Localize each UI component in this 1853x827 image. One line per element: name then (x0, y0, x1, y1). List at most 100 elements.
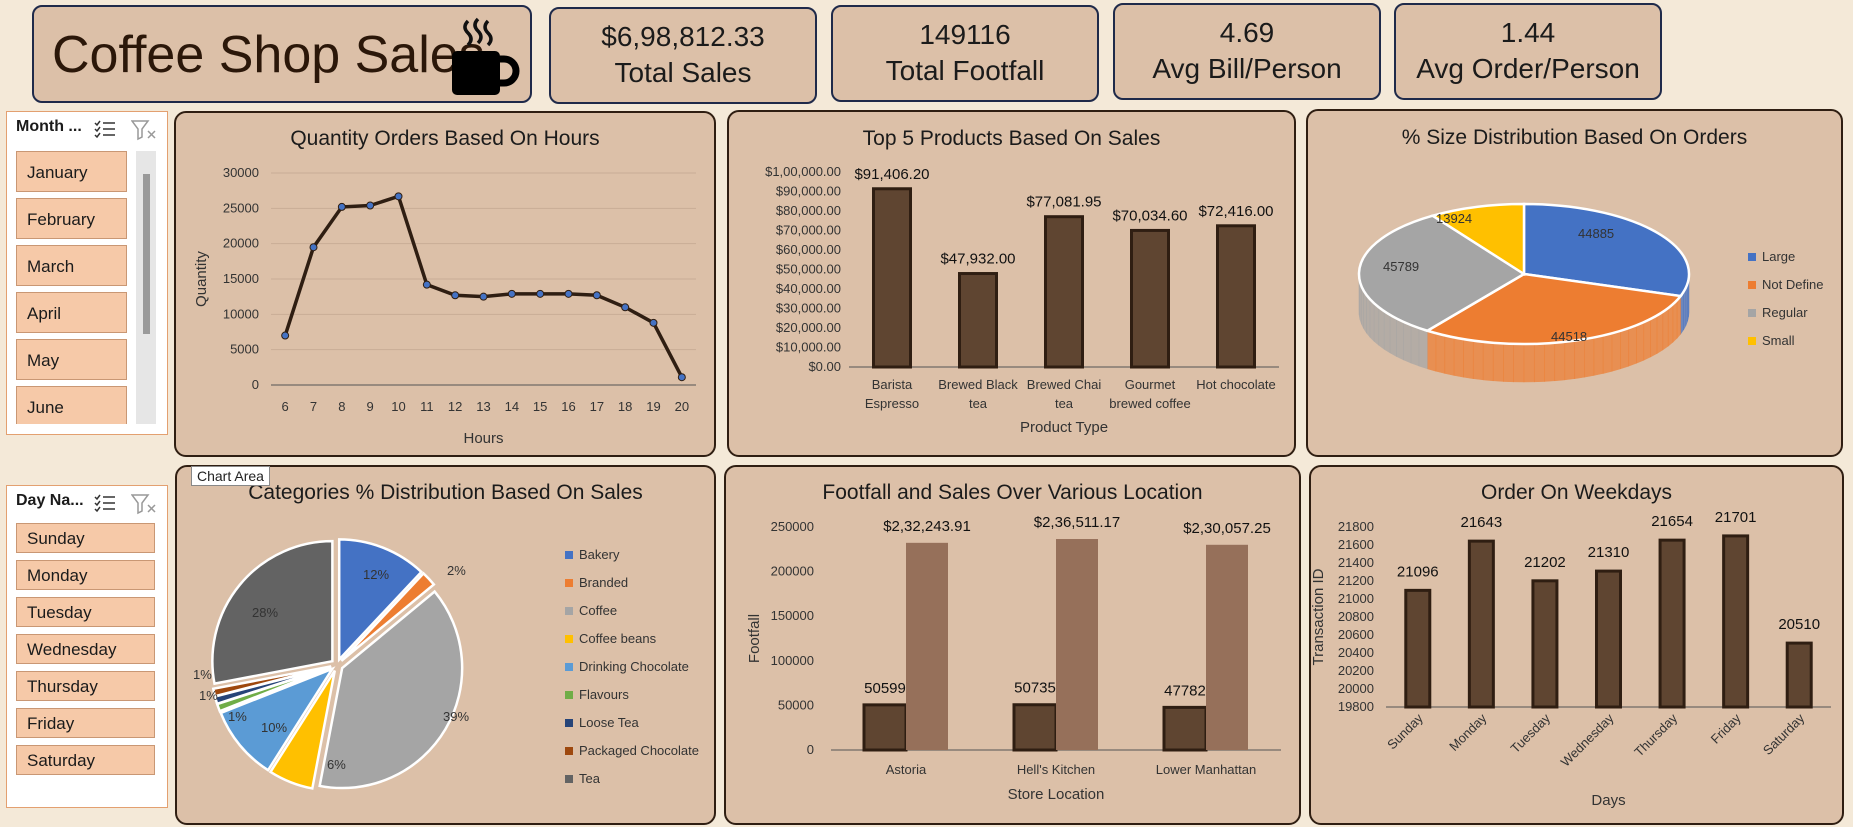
data-label: 21643 (1460, 514, 1502, 531)
legend-label: Bakery (579, 547, 620, 562)
slicer-item-tuesday[interactable]: Tuesday (16, 597, 155, 627)
bar-footfall (1014, 705, 1056, 750)
slicer-item-saturday[interactable]: Saturday (16, 745, 155, 775)
data-point (452, 292, 459, 299)
slice-side (1612, 331, 1621, 371)
x-tick-label: 9 (367, 399, 374, 414)
slice-side (1364, 290, 1367, 332)
slice-side (1629, 325, 1637, 366)
products-bar-chart[interactable]: $0.00 $10,000.00 $20,000.00 $30,000.00 $40,0… (729, 112, 1294, 455)
slicer-item-friday[interactable]: Friday (16, 708, 155, 738)
slice-side (1464, 339, 1474, 378)
data-point (367, 202, 374, 209)
slice-side (1636, 322, 1643, 363)
data-label: $47,932.00 (940, 251, 1015, 268)
slicer-item-thursday[interactable]: Thursday (16, 671, 155, 701)
location-bar-chart[interactable]: 0 50000 100000 150000 200000 250000 50599 $2,32… (726, 467, 1299, 823)
month-slicer-header: Month ... (16, 118, 82, 136)
data-label: 21202 (1524, 554, 1566, 571)
x-tick-label: 14 (505, 399, 519, 414)
chart-location-card[interactable]: Footfall and Sales Over Various Location… (724, 465, 1301, 825)
slice-side (1454, 337, 1463, 377)
data-point (565, 290, 572, 297)
data-label: $77,081.95 (1026, 194, 1101, 211)
bar (1132, 230, 1169, 367)
slice-side (1404, 322, 1411, 363)
bar-sales (1206, 545, 1248, 750)
data-point (395, 193, 402, 200)
slice-side (1545, 343, 1555, 382)
slicer-item-sunday[interactable]: Sunday (16, 523, 155, 553)
clear-filter-icon[interactable] (131, 493, 157, 515)
kpi-value: 149116 (833, 17, 1097, 53)
hours-line-chart[interactable]: 0 5000 10000 15000 20000 25000 30000 6 7 8 9 10 11 12… (176, 113, 714, 455)
legend-label: Coffee (579, 603, 617, 618)
bar-footfall (1164, 707, 1206, 750)
slicer-scrollbar-thumb[interactable] (143, 174, 150, 334)
slice-side (1514, 344, 1524, 382)
slice-side (1677, 296, 1681, 338)
legend-label: Small (1762, 333, 1795, 348)
categories-pie-chart[interactable]: 12% 2% 39% 6% 10% 1% 1% 1% 28% Bakery Branded Coffe… (177, 467, 714, 823)
y-tick-label: 15000 (223, 271, 259, 286)
bar (1406, 590, 1430, 707)
bar (1046, 217, 1083, 367)
y-tick-label: $1,00,000.00 (765, 164, 841, 179)
data-label: 21654 (1651, 513, 1693, 530)
data-point (650, 319, 657, 326)
bar (1660, 540, 1684, 707)
y-tick-label: 19800 (1338, 699, 1374, 714)
data-point (310, 244, 317, 251)
bar (1787, 643, 1811, 707)
data-point (423, 281, 430, 288)
y-tick-label: $60,000.00 (776, 242, 841, 257)
slicer-item-june[interactable]: June (16, 386, 127, 424)
y-tick-label: 150000 (771, 608, 814, 623)
multi-select-icon[interactable] (94, 119, 116, 139)
data-label: 44518 (1551, 329, 1587, 344)
x-tick-label: Wednesday (1558, 710, 1617, 769)
chart-hours-card[interactable]: Quantity Orders Based On Hours 0 5000 1000… (174, 111, 716, 457)
weekdays-bar-chart[interactable]: 19800 20000 20200 20400 20600 20800 21000 21200… (1311, 467, 1842, 823)
slicer-item-january[interactable]: January (16, 151, 127, 192)
kpi-label: Total Sales (551, 55, 815, 91)
slicer-item-april[interactable]: April (16, 292, 127, 333)
kpi-total-footfall: 149116 Total Footfall (831, 5, 1099, 102)
x-tick-label: 8 (338, 399, 345, 414)
x-tick-label: Saturday (1760, 710, 1808, 758)
slicer-item-monday[interactable]: Monday (16, 560, 155, 590)
month-slicer: Month ... January February March April M… (6, 111, 168, 435)
chart-weekdays-card[interactable]: Order On Weekdays 19800 20000 20200 20400 20… (1309, 465, 1844, 825)
x-tick-label: 7 (310, 399, 317, 414)
multi-select-icon[interactable] (94, 493, 116, 513)
slice-side (1603, 333, 1612, 373)
kpi-label: Avg Order/Person (1396, 51, 1660, 87)
slice-side (1524, 344, 1534, 382)
y-tick-label: 50000 (778, 697, 814, 712)
bar (1597, 571, 1621, 707)
slice-side (1668, 304, 1673, 346)
legend-swatch (1748, 337, 1756, 345)
slice-side (1427, 331, 1436, 371)
x-tick-label: Brewed Chai (1027, 377, 1102, 392)
day-slicer: Day Na... Sunday Monday Tuesday Wednesda… (6, 485, 168, 808)
x-tick-label: Hot chocolate (1196, 377, 1276, 392)
slice-side (1503, 343, 1513, 381)
chart-products-card[interactable]: Top 5 Products Based On Sales $0.00 $10,0… (727, 110, 1296, 457)
size-pie-chart[interactable]: 44885 44518 45789 13924 Large Not Define Regul… (1308, 111, 1841, 455)
chart-categories-card[interactable]: Categories % Distribution Based On Sales… (175, 465, 716, 825)
legend-swatch (565, 691, 573, 699)
clear-filter-icon[interactable] (131, 119, 157, 141)
legend-swatch (1748, 281, 1756, 289)
x-tick-label: Tuesday (1508, 710, 1554, 756)
kpi-avg-bill: 4.69 Avg Bill/Person (1113, 3, 1381, 100)
data-label: 13924 (1436, 211, 1472, 226)
slicer-item-may[interactable]: May (16, 339, 127, 380)
chart-area-tooltip: Chart Area (191, 466, 270, 486)
y-tick-label: 21200 (1338, 573, 1374, 588)
slicer-item-february[interactable]: February (16, 198, 127, 239)
slicer-item-wednesday[interactable]: Wednesday (16, 634, 155, 664)
slicer-item-march[interactable]: March (16, 245, 127, 286)
chart-size-card[interactable]: % Size Distribution Based On Orders 4488… (1306, 109, 1843, 457)
legend-swatch (565, 663, 573, 671)
